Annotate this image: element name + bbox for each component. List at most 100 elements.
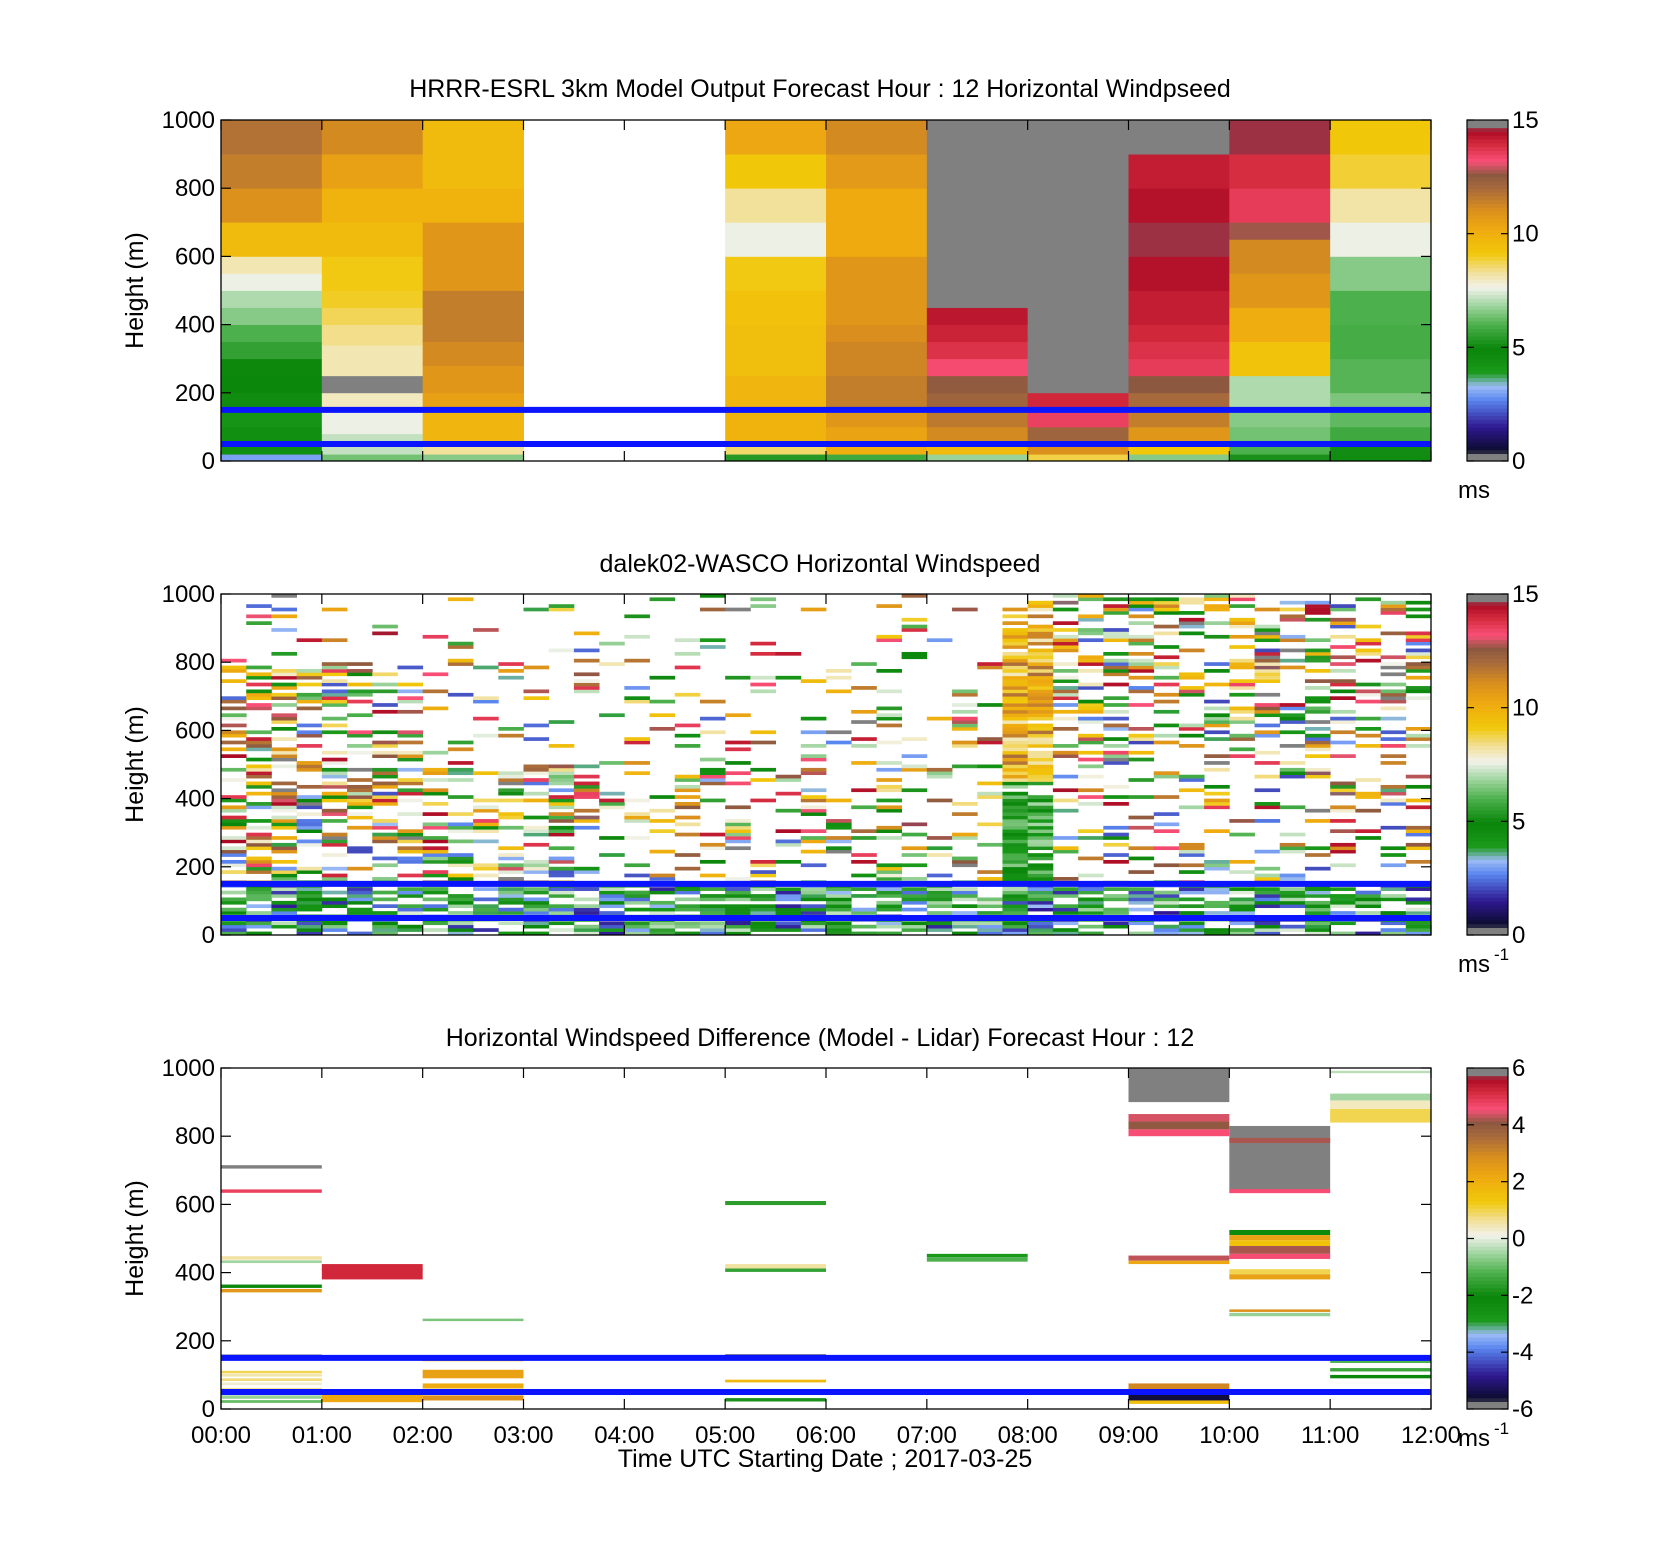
- heatmap-cell: [1254, 679, 1281, 683]
- heatmap-cell: [750, 682, 776, 687]
- heatmap-cell: [1254, 866, 1281, 871]
- heatmap-cell: [1027, 904, 1054, 909]
- heatmap-cell: [1254, 921, 1281, 926]
- heatmap-cell: [1078, 617, 1104, 622]
- heatmap-cell: [750, 740, 776, 745]
- colorbar-segment: [1467, 135, 1508, 140]
- heatmap-cell: [1229, 341, 1331, 377]
- heatmap-cell: [624, 897, 650, 902]
- colorbar-segment: [1467, 1348, 1508, 1353]
- heatmap-cell: [1002, 836, 1029, 840]
- colorbar-segment: [1467, 1268, 1508, 1274]
- heatmap-cell: [699, 832, 726, 837]
- heatmap-cell: [1304, 638, 1331, 643]
- heatmap-cell: [246, 614, 272, 619]
- heatmap-cell: [1027, 805, 1054, 810]
- heatmap-cell: [1304, 921, 1331, 926]
- heatmap-cell: [523, 781, 550, 786]
- heatmap-cell: [826, 819, 852, 823]
- heatmap-cell: [1078, 614, 1104, 619]
- heatmap-cell: [725, 928, 751, 932]
- heatmap-cell: [926, 928, 953, 932]
- heatmap-cell: [1204, 863, 1230, 868]
- heatmap-cell: [1027, 928, 1054, 932]
- heatmap-cell: [800, 921, 827, 926]
- heatmap-cell: [1380, 911, 1407, 915]
- heatmap-cell: [271, 682, 298, 687]
- heatmap-cell: [397, 754, 424, 758]
- colorbar-segment: [1467, 1086, 1508, 1092]
- heatmap-cell: [221, 924, 247, 929]
- heatmap-cell: [599, 904, 625, 909]
- heatmap-cell: [800, 907, 827, 912]
- heatmap-cell: [1229, 621, 1255, 625]
- x-tick-label: 10:00: [1199, 1422, 1259, 1449]
- y-tick-label: 600: [175, 1191, 215, 1218]
- heatmap-cell: [573, 907, 600, 912]
- heatmap-cell: [750, 894, 776, 898]
- heatmap-cell: [1204, 669, 1230, 673]
- heatmap-cell: [347, 692, 373, 697]
- heatmap-cell: [1128, 669, 1155, 673]
- heatmap-cell: [1002, 655, 1029, 660]
- colorbar-segment: [1467, 620, 1508, 625]
- heatmap-cell: [674, 924, 701, 929]
- heatmap-cell: [1254, 669, 1281, 673]
- heatmap-cell: [1153, 924, 1180, 929]
- heatmap-cell: [1002, 672, 1029, 677]
- heatmap-cell: [1380, 665, 1407, 670]
- colorbar-segment: [1467, 1181, 1508, 1187]
- heatmap-cell: [1002, 894, 1029, 898]
- heatmap-cell: [1405, 614, 1432, 619]
- heatmap-cell: [1204, 791, 1230, 796]
- heatmap-cell: [1153, 771, 1180, 776]
- heatmap-cell: [447, 894, 474, 898]
- heatmap-cell: [1103, 897, 1129, 902]
- heatmap-cell: [851, 686, 877, 690]
- heatmap-cell: [1027, 696, 1054, 701]
- heatmap-cell: [649, 921, 676, 926]
- heatmap-cell: [221, 767, 247, 772]
- heatmap-cell: [1330, 222, 1432, 257]
- heatmap-cell: [725, 188, 827, 223]
- heatmap-cell: [750, 641, 776, 646]
- heatmap-cell: [674, 931, 701, 936]
- heatmap-cell: [246, 703, 272, 707]
- heatmap-cell: [1002, 692, 1029, 697]
- heatmap-cell: [1078, 662, 1104, 666]
- heatmap-cell: [1178, 774, 1205, 779]
- heatmap-cell: [624, 798, 650, 803]
- heatmap-cell: [1229, 188, 1331, 223]
- heatmap-cell: [1128, 607, 1155, 612]
- heatmap-cell: [1380, 931, 1407, 936]
- colorbar-segment: [1467, 214, 1508, 220]
- heatmap-cell: [1330, 682, 1356, 687]
- x-tick-label: 09:00: [1098, 1422, 1158, 1449]
- heatmap-cell: [1254, 924, 1281, 929]
- colorbar-segment: [1467, 320, 1508, 326]
- colorbar-segment: [1467, 1405, 1508, 1410]
- heatmap-cell: [826, 825, 852, 830]
- heatmap-cell: [321, 839, 348, 844]
- heatmap-cell: [699, 730, 726, 735]
- heatmap-cell: [1279, 897, 1306, 902]
- heatmap-cell: [1229, 239, 1331, 274]
- heatmap-cell: [1229, 624, 1255, 629]
- heatmap-cell: [624, 894, 650, 898]
- heatmap-cell: [271, 921, 298, 926]
- heatmap-cell: [750, 604, 776, 608]
- heatmap-cell: [952, 911, 978, 915]
- heatmap-cell: [1052, 846, 1079, 851]
- heatmap-cell: [1103, 894, 1129, 898]
- heatmap-cell: [952, 723, 978, 728]
- heatmap-cell: [1304, 866, 1331, 871]
- heatmap-cell: [523, 870, 550, 874]
- heatmap-cell: [573, 672, 600, 677]
- heatmap-cell: [548, 802, 575, 806]
- colorbar-segment: [1467, 870, 1508, 875]
- heatmap-cell: [447, 924, 474, 929]
- colorbar-segment: [1467, 665, 1508, 671]
- heatmap-cell: [347, 795, 373, 799]
- heatmap-cell: [876, 866, 903, 871]
- heatmap-cell: [1027, 392, 1129, 411]
